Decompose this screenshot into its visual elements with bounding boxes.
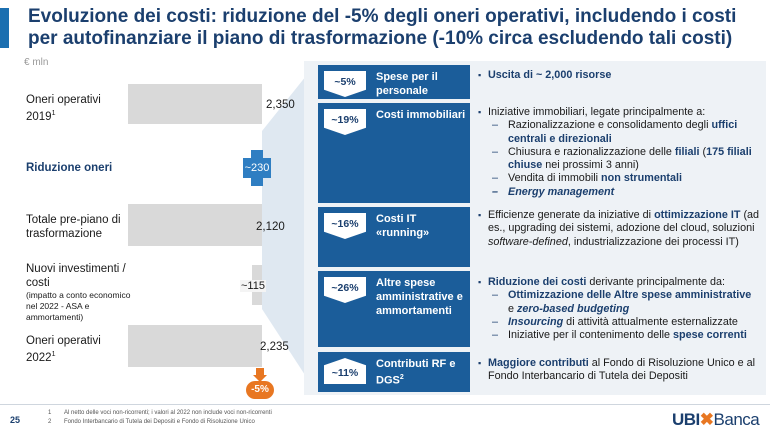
footer-divider: [0, 404, 770, 405]
label-altre: Altre spese amministrative e ammortament…: [376, 277, 463, 317]
pct-personale: ~5%: [324, 71, 366, 97]
bullet-altre: Riduzione dei costi derivante principalm…: [478, 276, 760, 290]
row-label-oneri-2019: Oneri operativi 20191: [26, 94, 101, 123]
arrow-down-icon: [253, 368, 267, 382]
bar-oneri-2019: [128, 84, 262, 124]
label-contributi: Contributi RF e DGS2: [376, 358, 456, 387]
label-it: Costi IT «running»: [376, 213, 430, 239]
row-label-riduzione: Riduzione oneri: [26, 162, 113, 174]
row-label-oneri-2022: Oneri operativi 20221: [26, 335, 101, 364]
text-altre: Riduzione dei costi derivante principalm…: [478, 276, 760, 343]
sub-insourcing: Insourcing di attività attualmente ester…: [478, 316, 760, 330]
value-riduzione: ~230: [243, 158, 271, 178]
label-personale: Spese per il personale: [376, 71, 438, 97]
title-accent-bar: [0, 8, 9, 48]
footnote-2: 2 Fondo Interbancario di Tutela dei Depos…: [48, 419, 255, 425]
bullet-contributi: Maggiore contributi al Fondo di Risoluzi…: [478, 357, 760, 384]
delta-badge: -5%: [246, 381, 274, 399]
logo-x-mark: ✖: [699, 410, 714, 429]
unit-label: € mln: [24, 57, 49, 68]
pct-immobiliari: ~19%: [324, 109, 366, 135]
text-contributi: Maggiore contributi al Fondo di Risoluzi…: [478, 357, 760, 384]
cell-personale: ~5% Spese per il personale: [318, 65, 470, 99]
page-title: Evoluzione dei costi: riduzione del -5% …: [28, 6, 737, 49]
pct-contributi: ~11%: [324, 358, 366, 384]
sub-ottimizzazione: Ottimizzazione delle Altre spese amminis…: [478, 289, 760, 316]
bullet-personale: Uscita di ~ 2,000 risorse: [478, 69, 760, 83]
row-label-totale-pre-piano: Totale pre-piano di trasformazione: [26, 214, 121, 240]
cell-contributi: ~11% Contributi RF e DGS2: [318, 352, 470, 392]
text-personale: Uscita di ~ 2,000 risorse: [478, 69, 760, 83]
bar-totale-pre-piano: [128, 204, 262, 246]
text-it: Efficienze generate da iniziative di ott…: [478, 209, 760, 249]
pct-altre: ~26%: [324, 277, 366, 303]
row-note-nuovi-investimenti: (impatto a conto economico nel 2022 - AS…: [26, 290, 131, 322]
value-totale-pre-piano: 2,120: [256, 221, 285, 233]
page-number: 25: [10, 415, 21, 425]
value-oneri-2022: 2,235: [260, 341, 289, 353]
cell-it: ~16% Costi IT «running»: [318, 207, 470, 267]
value-oneri-2019: 2,350: [266, 99, 295, 111]
sub-energy: Energy management: [478, 186, 760, 200]
row-label-nuovi-investimenti: Nuovi investimenti / costi (impatto a co…: [26, 262, 134, 323]
sub-spese-correnti: Iniziative per il contenimento delle spe…: [478, 329, 760, 343]
ubi-banca-logo: UBI✖Banca: [672, 410, 760, 429]
cell-immobiliari: ~19% Costi immobiliari: [318, 103, 470, 203]
value-nuovi-investimenti: ~115: [240, 280, 266, 292]
cell-altre: ~26% Altre spese amministrative e ammort…: [318, 271, 470, 347]
bar-oneri-2022: [128, 325, 262, 367]
footnote-1: 1 Al netto delle voci non-ricorrenti; i v…: [48, 410, 272, 416]
bullet-it: Efficienze generate da iniziative di ott…: [478, 209, 760, 249]
text-immobiliari: Iniziative immobiliari, legate principal…: [478, 106, 760, 199]
bullet-immobiliari: Iniziative immobiliari, legate principal…: [478, 106, 760, 120]
pct-it: ~16%: [324, 213, 366, 239]
label-immobiliari: Costi immobiliari: [376, 109, 466, 121]
sub-immobili: Vendita di immobili non strumentali: [478, 172, 760, 186]
sub-uffici: Razionalizzazione e consolidamento degli…: [478, 119, 760, 146]
sub-filiali: Chiusura e razionalizzazione delle filia…: [478, 146, 760, 173]
